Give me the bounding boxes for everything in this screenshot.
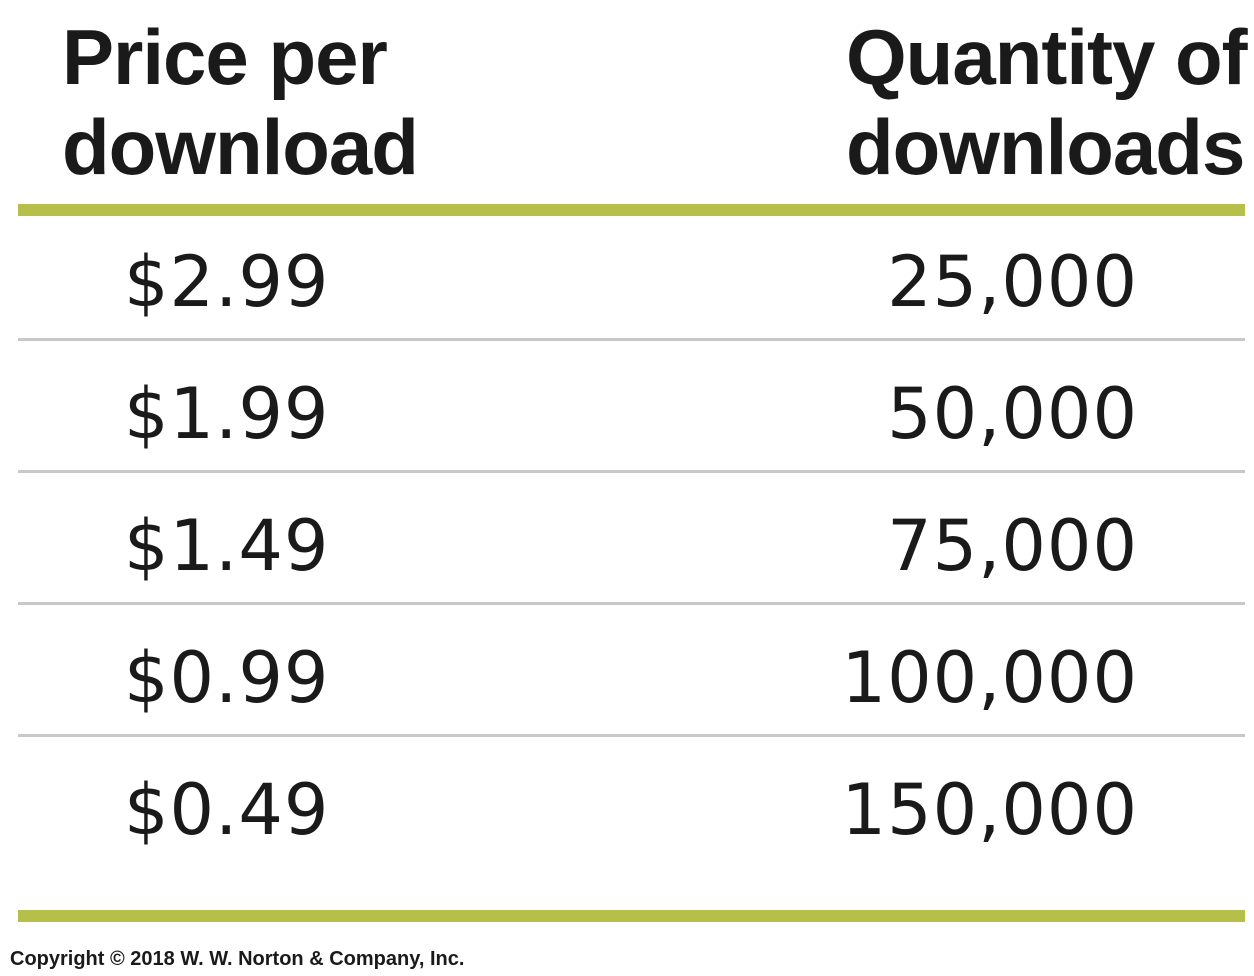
quantity-cell: 150,000 bbox=[841, 769, 1138, 851]
table-bottom-divider bbox=[18, 910, 1245, 922]
price-cell: $1.99 bbox=[124, 373, 330, 455]
row-divider bbox=[18, 734, 1245, 737]
price-cell: $1.49 bbox=[124, 505, 330, 587]
row-divider bbox=[18, 338, 1245, 341]
quantity-header-line-2: downloads bbox=[846, 103, 1245, 191]
quantity-column-header: Quantity of downloads bbox=[846, 12, 1248, 192]
table-row: $2.99 25,000 bbox=[0, 216, 1254, 348]
copyright-notice: Copyright © 2018 W. W. Norton & Company,… bbox=[10, 948, 465, 970]
row-divider bbox=[18, 470, 1245, 473]
price-cell: $0.49 bbox=[124, 769, 330, 851]
table-row: $0.99 100,000 bbox=[0, 612, 1254, 744]
price-header-line-2: download bbox=[62, 103, 419, 191]
table-row: $1.49 75,000 bbox=[0, 480, 1254, 612]
quantity-cell: 100,000 bbox=[841, 637, 1138, 719]
price-header-line-1: Price per bbox=[62, 13, 388, 101]
table-row: $1.99 50,000 bbox=[0, 348, 1254, 480]
quantity-cell: 75,000 bbox=[887, 505, 1138, 587]
quantity-header-line-1: Quantity of bbox=[846, 13, 1248, 101]
price-cell: $0.99 bbox=[124, 637, 330, 719]
row-divider bbox=[18, 602, 1245, 605]
header-divider bbox=[18, 204, 1245, 216]
quantity-cell: 25,000 bbox=[887, 241, 1138, 323]
table-row: $0.49 150,000 bbox=[0, 744, 1254, 876]
quantity-cell: 50,000 bbox=[887, 373, 1138, 455]
price-cell: $2.99 bbox=[124, 241, 330, 323]
price-column-header: Price per download bbox=[62, 12, 419, 192]
